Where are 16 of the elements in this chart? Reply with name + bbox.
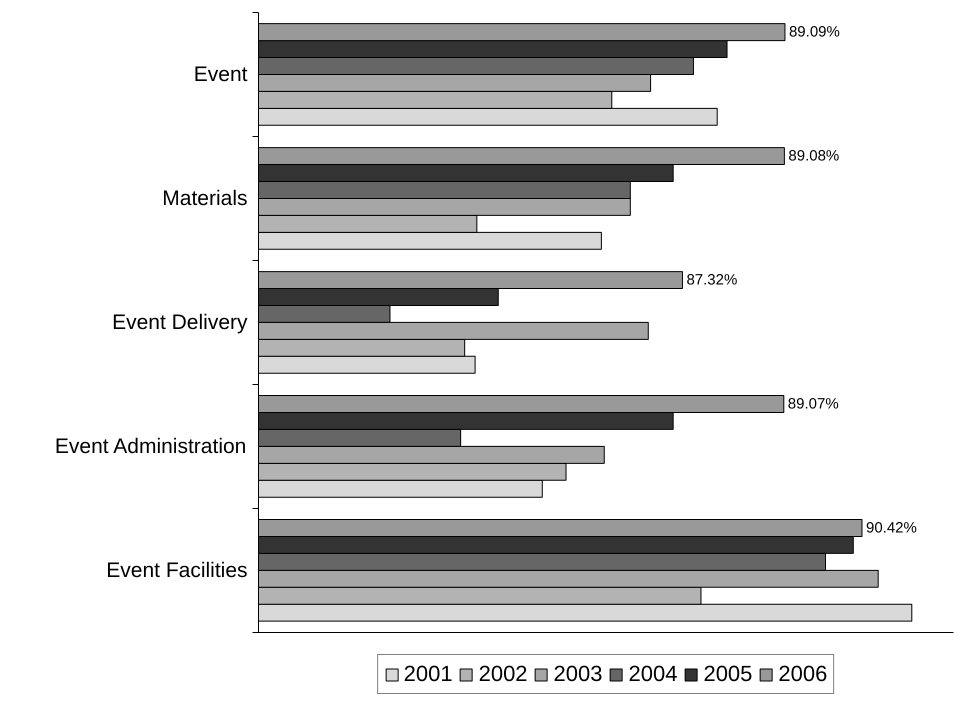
data-label: 89.09% <box>788 24 840 41</box>
legend-label: 2003 <box>554 661 602 687</box>
legend-label: 2001 <box>404 661 453 687</box>
legend-label: 2004 <box>628 661 678 687</box>
legend-label: 2006 <box>778 661 828 687</box>
data-label: 89.07% <box>788 396 839 413</box>
legend-label: 2002 <box>478 661 528 687</box>
y-tick-label: Materials <box>162 186 248 210</box>
y-tick-label: Event <box>194 62 248 86</box>
y-tick-label: Event Administration <box>54 434 246 458</box>
y-tick-label: Event Facilities <box>106 558 248 582</box>
data-label: 87.32% <box>686 272 738 289</box>
legend-label: 2005 <box>703 661 752 687</box>
y-tick-label: Event Delivery <box>112 310 248 334</box>
data-label: 89.08% <box>788 148 840 165</box>
data-label: 90.42% <box>866 519 917 536</box>
